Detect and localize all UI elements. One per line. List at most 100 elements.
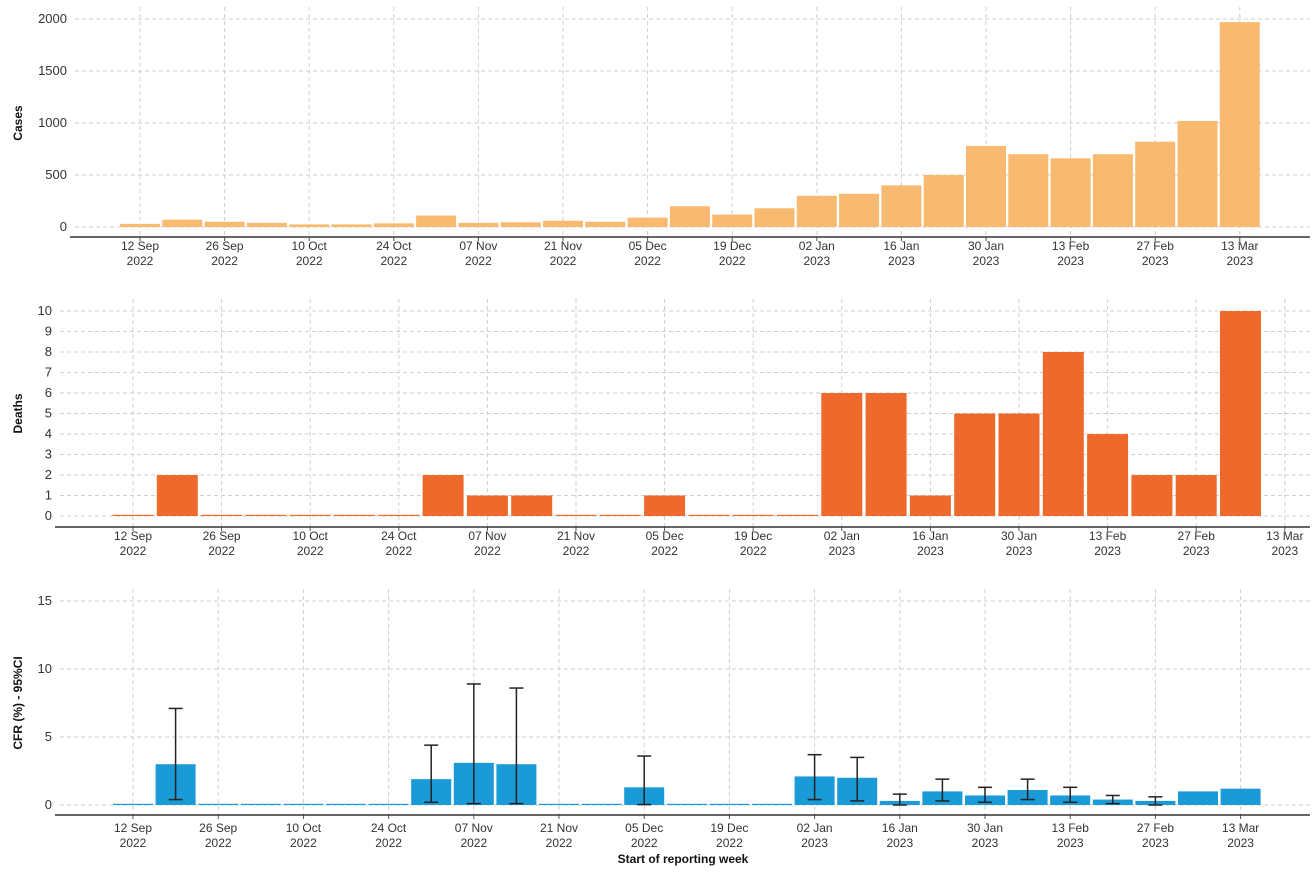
x-tick-label: 02 Jan 2023	[799, 239, 835, 268]
y-tick-label: 0	[45, 508, 52, 523]
bar	[1135, 141, 1176, 227]
x-tick-label: 21 Nov 2022	[540, 821, 578, 850]
x-tick-label: 12 Sep 2022	[114, 529, 152, 558]
x-tick-label: 16 Jan 2023	[883, 239, 919, 268]
x-tick-label: 02 Jan 2023	[824, 529, 860, 558]
bar	[422, 475, 464, 516]
bar	[1220, 311, 1261, 516]
bar	[1092, 154, 1133, 227]
y-tick-label: 5	[45, 406, 52, 421]
bar	[368, 803, 409, 805]
x-tick-label: 30 Jan 2023	[968, 239, 1004, 268]
bar	[821, 393, 863, 516]
bar	[752, 803, 792, 805]
bar	[500, 222, 541, 227]
x-tick-label: 19 Dec 2022	[734, 529, 772, 558]
x-tick-label: 24 Oct 2022	[376, 239, 412, 268]
x-tick-label: 13 Mar 2023	[1221, 239, 1258, 268]
x-tick-label: 27 Feb 2023	[1178, 529, 1216, 558]
x-tick-label: 13 Mar 2023	[1266, 529, 1303, 558]
bar	[909, 495, 951, 516]
bar	[162, 219, 203, 227]
x-tick-label: 10 Oct 2022	[292, 239, 328, 268]
bar	[777, 514, 818, 516]
y-axis-label: Cases	[11, 105, 25, 141]
bar	[1131, 475, 1173, 516]
y-tick-label: 1	[45, 488, 52, 503]
bar	[112, 514, 154, 516]
x-tick-label: 30 Jan 2023	[1001, 529, 1037, 558]
y-tick-label: 15	[38, 593, 52, 608]
bar	[865, 393, 907, 516]
y-tick-label: 8	[45, 344, 52, 359]
x-tick-label: 02 Jan 2023	[797, 821, 833, 850]
x-tick-label: 07 Nov 2022	[468, 529, 506, 558]
bar	[334, 514, 375, 516]
x-tick-label: 30 Jan 2023	[967, 821, 1003, 850]
x-tick-label: 27 Feb 2023	[1137, 821, 1175, 850]
x-tick-label: 13 Mar 2023	[1222, 821, 1259, 850]
y-tick-label: 2	[45, 467, 52, 482]
x-tick-label: 12 Sep 2022	[114, 821, 152, 850]
x-tick-label: 13 Feb 2023	[1089, 529, 1127, 558]
x-tick-label: 07 Nov 2022	[459, 239, 497, 268]
bar	[754, 208, 795, 227]
bar	[245, 514, 287, 516]
bar	[240, 803, 281, 805]
bar	[416, 215, 457, 227]
bar	[204, 221, 245, 227]
x-tick-label: 07 Nov 2022	[455, 821, 493, 850]
y-tick-label: 7	[45, 365, 52, 380]
x-tick-label: 26 Sep 2022	[206, 239, 244, 268]
bar	[1177, 120, 1218, 227]
y-tick-label: 10	[38, 661, 52, 676]
bar	[1042, 352, 1084, 516]
y-tick-label: 10	[38, 303, 52, 318]
bar	[998, 413, 1040, 516]
x-tick-label: 21 Nov 2022	[557, 529, 595, 558]
x-tick-label: 16 Jan 2023	[912, 529, 948, 558]
y-tick-label: 1500	[38, 63, 67, 78]
bar	[378, 514, 420, 516]
x-tick-label: 05 Dec 2022	[625, 821, 663, 850]
x-tick-label: 10 Oct 2022	[293, 529, 329, 558]
x-tick-label: 05 Dec 2022	[646, 529, 684, 558]
x-tick-label: 26 Sep 2022	[203, 529, 241, 558]
x-tick-label: 12 Sep 2022	[121, 239, 159, 268]
x-tick-label: 21 Nov 2022	[544, 239, 582, 268]
bar	[666, 803, 707, 805]
bar	[283, 803, 324, 805]
bar	[1050, 158, 1091, 227]
bar	[331, 224, 372, 227]
bar	[669, 206, 710, 227]
y-tick-label: 0	[60, 219, 67, 234]
x-tick-label: 13 Feb 2023	[1052, 821, 1090, 850]
bar	[709, 803, 750, 805]
y-tick-label: 500	[45, 167, 67, 182]
y-axis-label: Deaths	[11, 393, 25, 433]
bar	[543, 220, 583, 227]
y-tick-label: 5	[45, 729, 52, 744]
bar	[1087, 434, 1129, 516]
y-tick-label: 2000	[38, 11, 67, 26]
bar	[289, 224, 330, 227]
bar	[712, 214, 753, 227]
bar	[201, 514, 243, 516]
y-tick-label: 0	[45, 797, 52, 812]
y-tick-label: 1000	[38, 115, 67, 130]
bar	[732, 514, 774, 516]
bar	[289, 514, 331, 516]
x-tick-label: 24 Oct 2022	[371, 821, 407, 850]
bar	[198, 803, 239, 805]
y-tick-label: 9	[45, 324, 52, 339]
bar	[644, 495, 686, 516]
bar	[458, 222, 499, 227]
y-tick-label: 4	[45, 426, 52, 441]
bar	[326, 803, 366, 805]
bar	[113, 803, 153, 805]
bar	[954, 413, 996, 516]
bar	[1175, 475, 1217, 516]
bar	[796, 195, 837, 227]
bar	[627, 217, 668, 227]
